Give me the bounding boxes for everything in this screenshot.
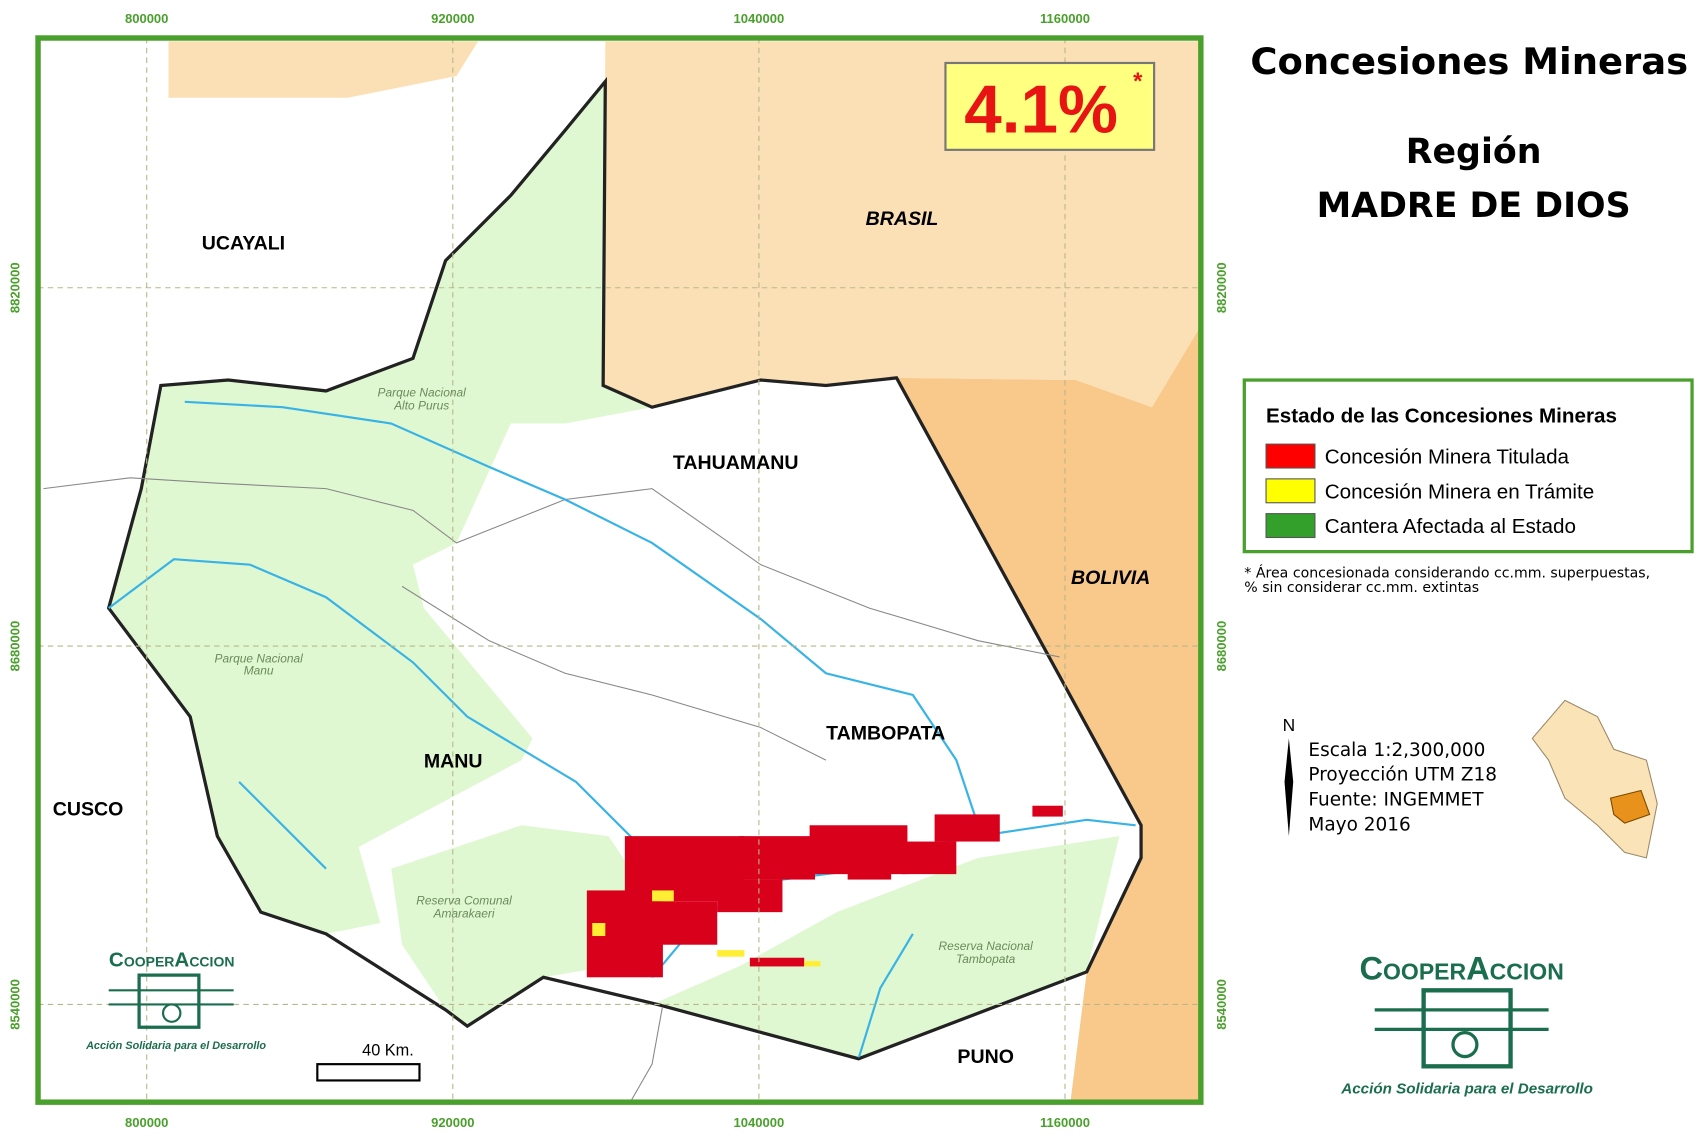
x-tick-label: 1040000 <box>734 1115 785 1130</box>
legend-label: Concesión Minera en Trámite <box>1325 480 1595 503</box>
concession-pending <box>652 890 674 902</box>
concessions <box>586 805 1063 978</box>
y-tick-label: 8680000 <box>8 621 23 672</box>
map-body: 800000 800000 920000 920000 1040000 1040000 11… <box>8 11 1229 1130</box>
river <box>857 933 914 1060</box>
protected-area-label: Parque Nacional <box>378 385 467 399</box>
logo: CooperAccion Acción Solidaria para el De… <box>1340 950 1593 1097</box>
bolivia-area <box>896 325 1201 1103</box>
info: Escala 1:2,300,000 Proyección UTM Z18 Fuen… <box>1308 740 1497 836</box>
x-tick-label: 800000 <box>125 11 168 26</box>
region: MADRE DE DIOS <box>1317 186 1631 226</box>
logo-icon <box>137 973 201 1029</box>
map-info: Proyección UTM Z18 <box>1308 765 1497 786</box>
protected-area-label: Amarakaeri <box>432 907 494 921</box>
map-info: Mayo 2016 <box>1308 815 1410 836</box>
protected-area <box>108 81 653 934</box>
percentage-mark: * <box>1133 68 1143 95</box>
concession <box>1032 805 1063 817</box>
x-tick-label: 1040000 <box>734 11 785 26</box>
map-label: UCAYALI <box>202 233 285 255</box>
map-info: Escala 1:2,300,000 <box>1308 740 1485 761</box>
logo-icon <box>1451 1031 1479 1059</box>
title: Concesiones Mineras <box>1250 40 1688 83</box>
y-tick-label: 8820000 <box>1214 262 1229 313</box>
scale-bar-label: 40 Km. <box>362 1041 414 1059</box>
concession-pending <box>804 961 821 967</box>
logo-icon <box>161 1003 182 1023</box>
protected-area-label: Alto Purus <box>393 398 449 412</box>
protected-area <box>391 825 653 1027</box>
x-tick-label: 920000 <box>431 11 474 26</box>
y-tick-label: 8820000 <box>8 262 23 313</box>
y-tick-label: 8540000 <box>8 979 23 1030</box>
logo-tagline: Acción Solidaria para el Desarrollo <box>1340 1080 1593 1097</box>
note: * Área concesionada considerando cc.mm. … <box>1244 565 1650 582</box>
legend-swatch <box>1265 443 1316 469</box>
concession <box>901 841 957 875</box>
legend: Concesión Minera Titulada Concesión Miner… <box>1265 443 1595 539</box>
legend-swatch <box>1265 478 1316 504</box>
percentage: 4.1% <box>964 73 1118 148</box>
grid: 800000 800000 920000 920000 1040000 1040000 11… <box>8 11 1229 1130</box>
region-boundary <box>657 970 1088 1060</box>
legend-box <box>1242 378 1694 554</box>
concession <box>652 901 718 945</box>
protected-area-label: Parque Nacional <box>214 651 303 665</box>
province-boundary <box>629 1004 664 1103</box>
logo-tagline: Acción Solidaria para el Desarrollo <box>85 1040 266 1052</box>
concession <box>934 814 1000 842</box>
concession <box>847 857 892 880</box>
map-label: CUSCO <box>53 799 124 821</box>
x-tick-label: 920000 <box>431 1115 474 1130</box>
north-label: N <box>1283 715 1296 735</box>
map-label: BOLIVIA <box>1071 567 1150 589</box>
concession <box>749 957 805 967</box>
river <box>184 400 980 826</box>
map-label: MANU <box>424 751 483 773</box>
concession-pending <box>717 950 745 957</box>
map-label: PUNO <box>957 1046 1014 1068</box>
province-boundary <box>401 585 827 761</box>
brasil-area <box>168 41 479 98</box>
province-boundary <box>43 477 1060 658</box>
map-label: TAHUAMANU <box>673 452 799 474</box>
map-info: Fuente: INGEMMET <box>1308 790 1484 811</box>
legend-label: Cantera Afectada al Estado <box>1325 515 1576 538</box>
map-label: BRASIL <box>866 208 939 230</box>
scale-bar <box>316 1063 421 1082</box>
concession <box>717 879 783 913</box>
subtitle: Región <box>1406 132 1542 172</box>
percentage-box <box>944 61 1156 151</box>
x-tick-label: 1160000 <box>1040 11 1090 26</box>
region-boundary <box>106 76 1143 1061</box>
protected-area-label: Reserva Comunal <box>416 894 512 908</box>
note: % sin considerar cc.mm. extintas <box>1244 580 1479 596</box>
x-tick-label: 1160000 <box>1040 1115 1090 1130</box>
concession <box>738 836 816 880</box>
legend-label: Concesión Minera Titulada <box>1325 446 1570 469</box>
river <box>238 781 327 870</box>
region-highlight <box>1609 789 1651 824</box>
protected-area-label: Manu <box>244 663 274 677</box>
protected-area-label: Tambopata <box>956 952 1016 966</box>
logo: CooperAccion Acción Solidaria para el De… <box>85 948 266 1052</box>
legend-swatch <box>1265 513 1316 539</box>
legend-title: Estado de las Concesiones Mineras <box>1266 404 1617 427</box>
x-tick-label: 800000 <box>125 1115 168 1130</box>
map-frame <box>35 35 1204 1105</box>
concession-pending <box>592 922 606 937</box>
y-tick-label: 8680000 <box>1214 621 1229 672</box>
y-tick-label: 8540000 <box>1214 979 1229 1030</box>
locator-map <box>1531 699 1658 859</box>
logo-name: CooperAccion <box>109 948 235 971</box>
north-arrow <box>1284 738 1294 837</box>
logo-name: CooperAccion <box>1359 950 1563 986</box>
protected-area-label: Reserva Nacional <box>939 939 1034 953</box>
map-label: TAMBOPATA <box>826 722 945 744</box>
